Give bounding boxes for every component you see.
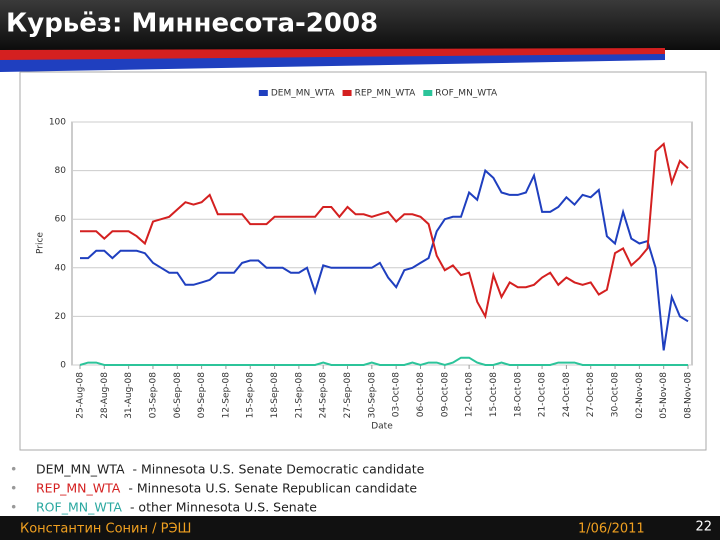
legend-swatch bbox=[342, 90, 352, 96]
x-tick-label: 21-Sep-08 bbox=[294, 372, 304, 419]
footer-date: 1/06/2011 bbox=[578, 522, 645, 537]
bullet-term: DEM_MN_WTA bbox=[36, 462, 125, 477]
slide-title: Курьёз: Миннесота-2008 bbox=[6, 9, 378, 39]
x-tick-label: 12-Oct-08 bbox=[465, 372, 475, 417]
x-tick-label: 15-Sep-08 bbox=[246, 372, 256, 419]
x-tick-label: 31-Aug-08 bbox=[124, 372, 134, 419]
x-tick-label: 12-Sep-08 bbox=[221, 372, 231, 419]
x-tick-label: 30-Oct-08 bbox=[611, 372, 621, 417]
x-tick-label: 25-Aug-08 bbox=[76, 372, 86, 419]
title-bar bbox=[0, 0, 720, 50]
legend-swatch bbox=[423, 90, 433, 96]
legend-label: DEM_MN_WTA bbox=[271, 89, 336, 99]
y-tick-label: 100 bbox=[49, 118, 66, 128]
x-axis-label: Date bbox=[371, 422, 393, 432]
y-tick-label: 60 bbox=[55, 215, 67, 225]
bullet-description: - other Minnesota U.S. Senate bbox=[130, 500, 317, 515]
x-tick-label: 08-Nov-08 bbox=[684, 372, 694, 419]
y-tick-label: 80 bbox=[55, 166, 67, 176]
footer-author: Константин Сонин / РЭШ bbox=[20, 522, 191, 537]
x-tick-label: 06-Sep-08 bbox=[173, 372, 183, 419]
x-tick-label: 03-Sep-08 bbox=[148, 372, 158, 419]
x-tick-label: 18-Oct-08 bbox=[513, 372, 523, 417]
bullet-dot: • bbox=[10, 500, 17, 515]
page-number: 22 bbox=[695, 520, 712, 535]
footer-bar bbox=[0, 516, 720, 540]
bullets: • DEM_MN_WTA - Minnesota U.S. Senate Democ… bbox=[10, 462, 425, 515]
x-tick-label: 05-Nov-08 bbox=[659, 372, 669, 419]
legend-label: ROF_MN_WTA bbox=[435, 89, 498, 99]
legend-swatch bbox=[258, 90, 268, 96]
legend-label: REP_MN_WTA bbox=[355, 89, 417, 99]
y-tick-label: 0 bbox=[60, 361, 66, 371]
bullet-description: - Minnesota U.S. Senate Republican candi… bbox=[128, 481, 417, 496]
bullet-description: - Minnesota U.S. Senate Democratic candi… bbox=[133, 462, 425, 477]
bullet-dot: • bbox=[10, 481, 17, 496]
x-tick-label: 27-Oct-08 bbox=[586, 372, 596, 417]
series-line bbox=[80, 141, 689, 320]
bullet-term: REP_MN_WTA bbox=[36, 481, 121, 496]
y-tick-label: 20 bbox=[55, 312, 67, 322]
bullet-term: ROF_MN_WTA bbox=[36, 500, 122, 515]
x-tick-label: 06-Oct-08 bbox=[416, 372, 426, 417]
x-tick-label: 21-Oct-08 bbox=[538, 372, 548, 417]
x-tick-label: 09-Oct-08 bbox=[440, 372, 450, 417]
stripe-blue bbox=[0, 54, 665, 72]
x-tick-label: 09-Sep-08 bbox=[197, 372, 207, 419]
series-line bbox=[79, 356, 688, 367]
chart-panel bbox=[19, 71, 707, 451]
x-tick-label: 28-Aug-08 bbox=[100, 372, 110, 419]
x-tick-label: 15-Oct-08 bbox=[489, 372, 499, 417]
x-tick-label: 18-Sep-08 bbox=[270, 372, 280, 419]
y-tick-label: 40 bbox=[55, 263, 67, 273]
x-tick-label: 02-Nov-08 bbox=[635, 372, 645, 419]
bullet-dot: • bbox=[10, 462, 17, 477]
x-tick-label: 03-Oct-08 bbox=[392, 372, 402, 417]
x-tick-label: 30-Sep-08 bbox=[367, 372, 377, 419]
series-line bbox=[80, 168, 689, 351]
legend: DEM_MN_WTA REP_MN_WTA ROF_MN_WTA bbox=[258, 89, 498, 99]
x-tick-label: 27-Sep-08 bbox=[343, 372, 353, 419]
x-tick-label: 24-Oct-08 bbox=[562, 372, 572, 417]
y-axis-label: Price bbox=[36, 232, 46, 254]
x-tick-label: 24-Sep-08 bbox=[319, 372, 329, 419]
